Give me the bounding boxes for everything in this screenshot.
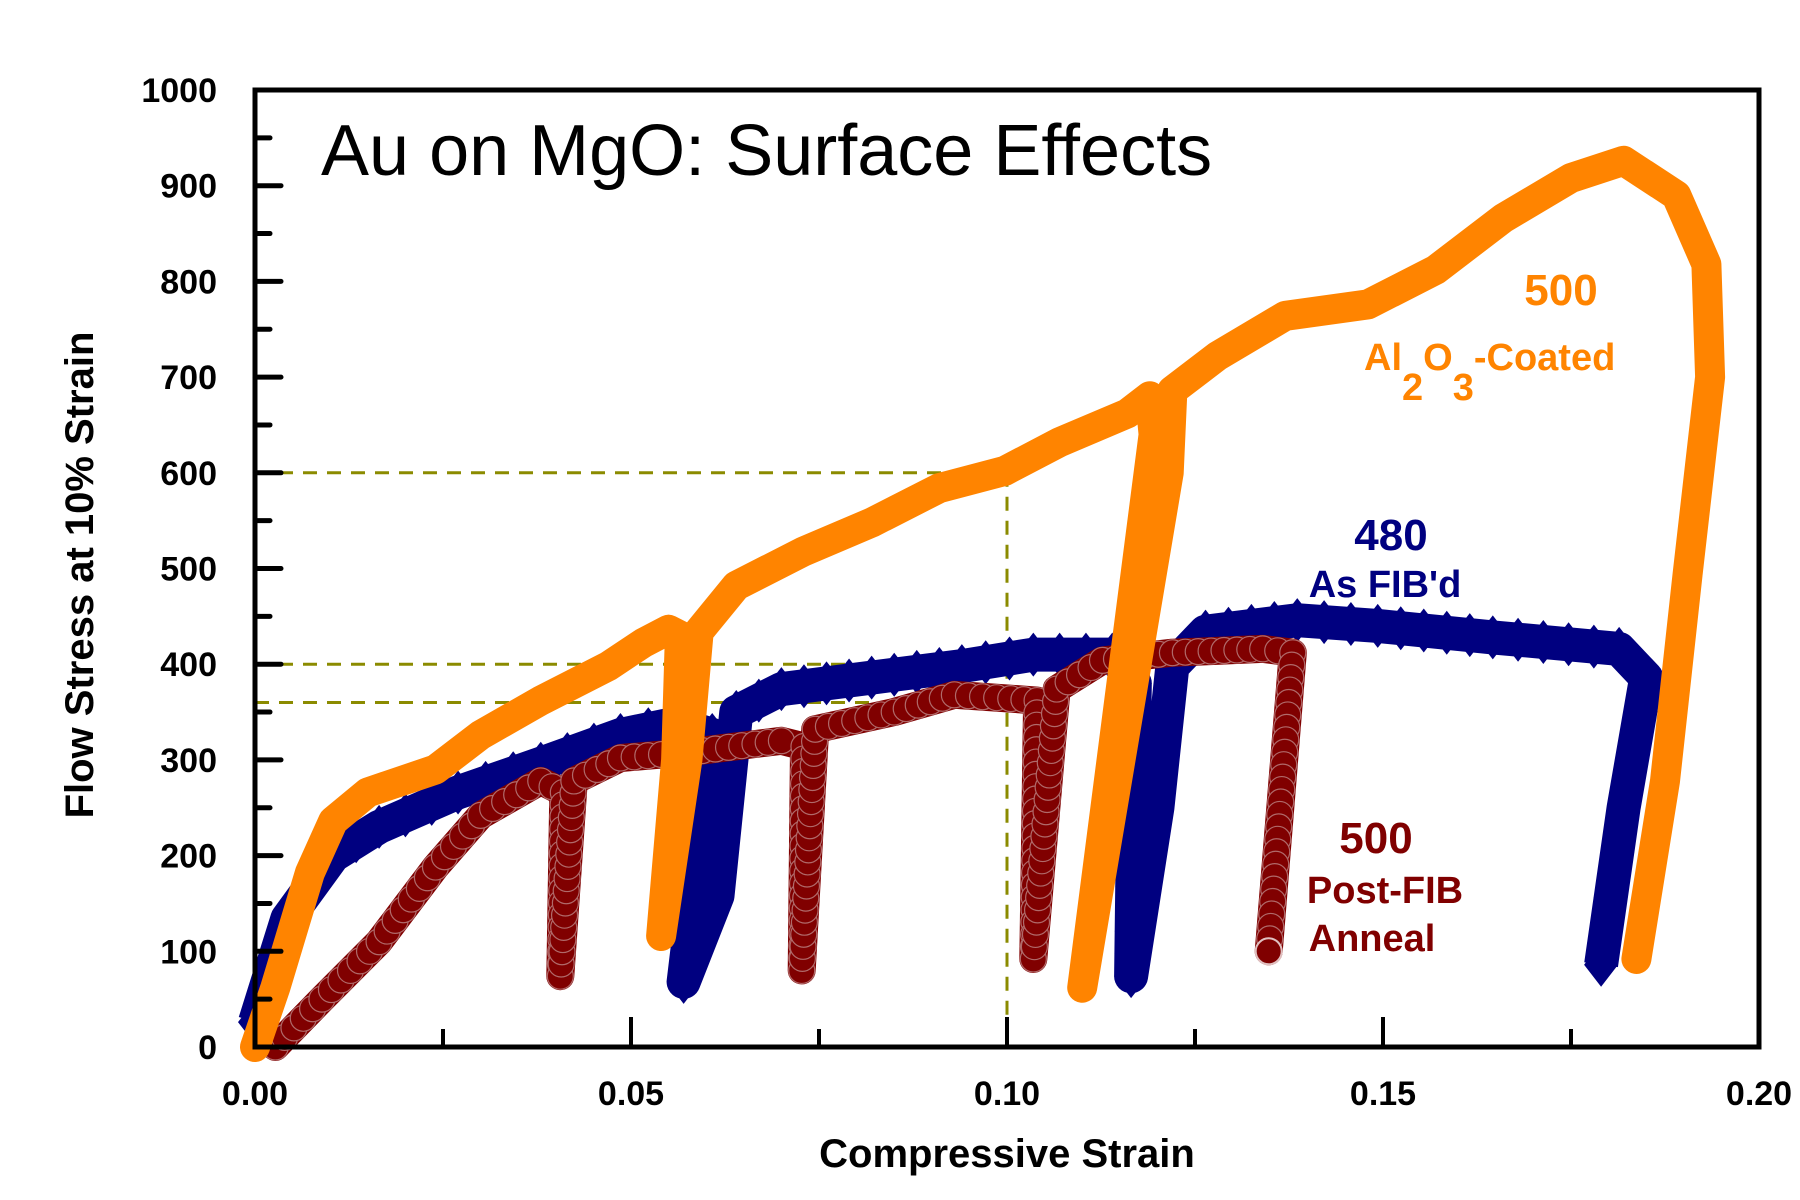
x-axis-title: Compressive Strain bbox=[819, 1132, 1195, 1176]
x-axis-ticks: 0.00 0.05 0.10 0.15 0.20 bbox=[222, 1017, 1792, 1113]
series-marker bbox=[1383, 606, 1418, 651]
annotation-post-fib-anneal: 500 Post-FIB Anneal bbox=[1307, 814, 1463, 960]
series-marker bbox=[767, 727, 796, 755]
series-marker bbox=[414, 781, 449, 826]
series-marker bbox=[1016, 632, 1051, 677]
x-tick-label: 0.15 bbox=[1350, 1075, 1416, 1113]
y-tick-label: 200 bbox=[160, 838, 217, 876]
series-marker bbox=[786, 664, 821, 709]
annotation-al2o3-label: Al2O3-Coated bbox=[1364, 337, 1615, 409]
series-marker bbox=[1307, 600, 1342, 645]
series-marker bbox=[362, 804, 397, 849]
series-marker bbox=[1280, 598, 1315, 643]
annotation-al2o3-al: Al bbox=[1364, 337, 1402, 379]
series-marker bbox=[631, 707, 666, 752]
annotation-anneal-line1: Post-FIB bbox=[1307, 870, 1463, 912]
y-tick-label: 700 bbox=[160, 359, 217, 397]
y-tick-label: 500 bbox=[160, 551, 217, 589]
x-tick-label: 0.00 bbox=[222, 1075, 288, 1113]
series-marker bbox=[922, 646, 957, 691]
annotation-al2o3-sub2: 2 bbox=[1402, 367, 1423, 409]
series-line bbox=[240, 145, 1726, 1062]
series-marker bbox=[1257, 601, 1292, 646]
series-marker bbox=[832, 658, 867, 703]
series-marker bbox=[1360, 603, 1395, 648]
annotation-al2o3-tail: -Coated bbox=[1474, 337, 1615, 379]
series-al2o3-coated bbox=[240, 145, 1726, 1062]
y-tick-label: 600 bbox=[160, 455, 217, 493]
series-marker bbox=[1254, 937, 1283, 966]
x-tick-label: 0.10 bbox=[974, 1075, 1040, 1113]
x-tick-label: 0.05 bbox=[598, 1075, 664, 1113]
annotation-as-fibd-label: As FIB'd bbox=[1309, 564, 1462, 606]
y-tick-label: 1000 bbox=[141, 72, 217, 110]
series-marker bbox=[1526, 619, 1561, 664]
series-marker bbox=[1475, 615, 1510, 660]
series-marker bbox=[1333, 602, 1368, 647]
y-tick-label: 400 bbox=[160, 646, 217, 684]
series-marker bbox=[1584, 942, 1619, 987]
annotation-al2o3-sub3: 3 bbox=[1453, 367, 1474, 409]
y-axis-ticks: 0 100 200 300 400 500 600 700 800 900 1000 bbox=[141, 72, 284, 1067]
series-marker bbox=[764, 667, 799, 712]
series-marker bbox=[1429, 610, 1464, 655]
series-marker bbox=[1551, 622, 1586, 667]
series-marker bbox=[1406, 608, 1441, 653]
y-tick-label: 0 bbox=[198, 1029, 217, 1067]
y-tick-label: 300 bbox=[160, 742, 217, 780]
series-marker bbox=[388, 793, 423, 838]
annotation-as-fibd-value: 480 bbox=[1354, 511, 1427, 560]
annotation-anneal-line2: Anneal bbox=[1309, 918, 1436, 960]
series-marker bbox=[1576, 624, 1611, 669]
series-marker bbox=[809, 661, 844, 706]
y-tick-label: 800 bbox=[160, 263, 217, 301]
annotation-anneal-value: 500 bbox=[1339, 814, 1412, 863]
series-marker bbox=[1602, 626, 1637, 671]
series-marker bbox=[944, 644, 979, 689]
series-marker bbox=[339, 819, 374, 864]
series-marker bbox=[899, 649, 934, 694]
y-axis-title: Flow Stress at 10% Strain bbox=[58, 332, 102, 819]
x-tick-label: 0.20 bbox=[1726, 1075, 1792, 1113]
chart-title: Au on MgO: Surface Effects bbox=[321, 111, 1212, 191]
series-layer bbox=[238, 145, 1726, 1062]
annotation-al2o3-o: O bbox=[1423, 337, 1453, 379]
y-tick-label: 900 bbox=[160, 168, 217, 206]
series-marker bbox=[854, 655, 889, 700]
annotation-as-fibd: 480 As FIB'd bbox=[1309, 511, 1462, 606]
annotation-al2o3-coated: 500 Al2O3-Coated bbox=[1364, 266, 1615, 409]
series-marker bbox=[968, 640, 1003, 685]
series-marker bbox=[441, 770, 476, 815]
series-post-fib-anneal bbox=[261, 634, 1307, 1061]
y-tick-label: 100 bbox=[160, 933, 217, 971]
annotation-al2o3-value: 500 bbox=[1524, 266, 1597, 315]
series-marker bbox=[1501, 617, 1536, 662]
series-marker bbox=[1452, 613, 1487, 658]
series-marker bbox=[992, 636, 1027, 681]
series-marker bbox=[877, 652, 912, 697]
